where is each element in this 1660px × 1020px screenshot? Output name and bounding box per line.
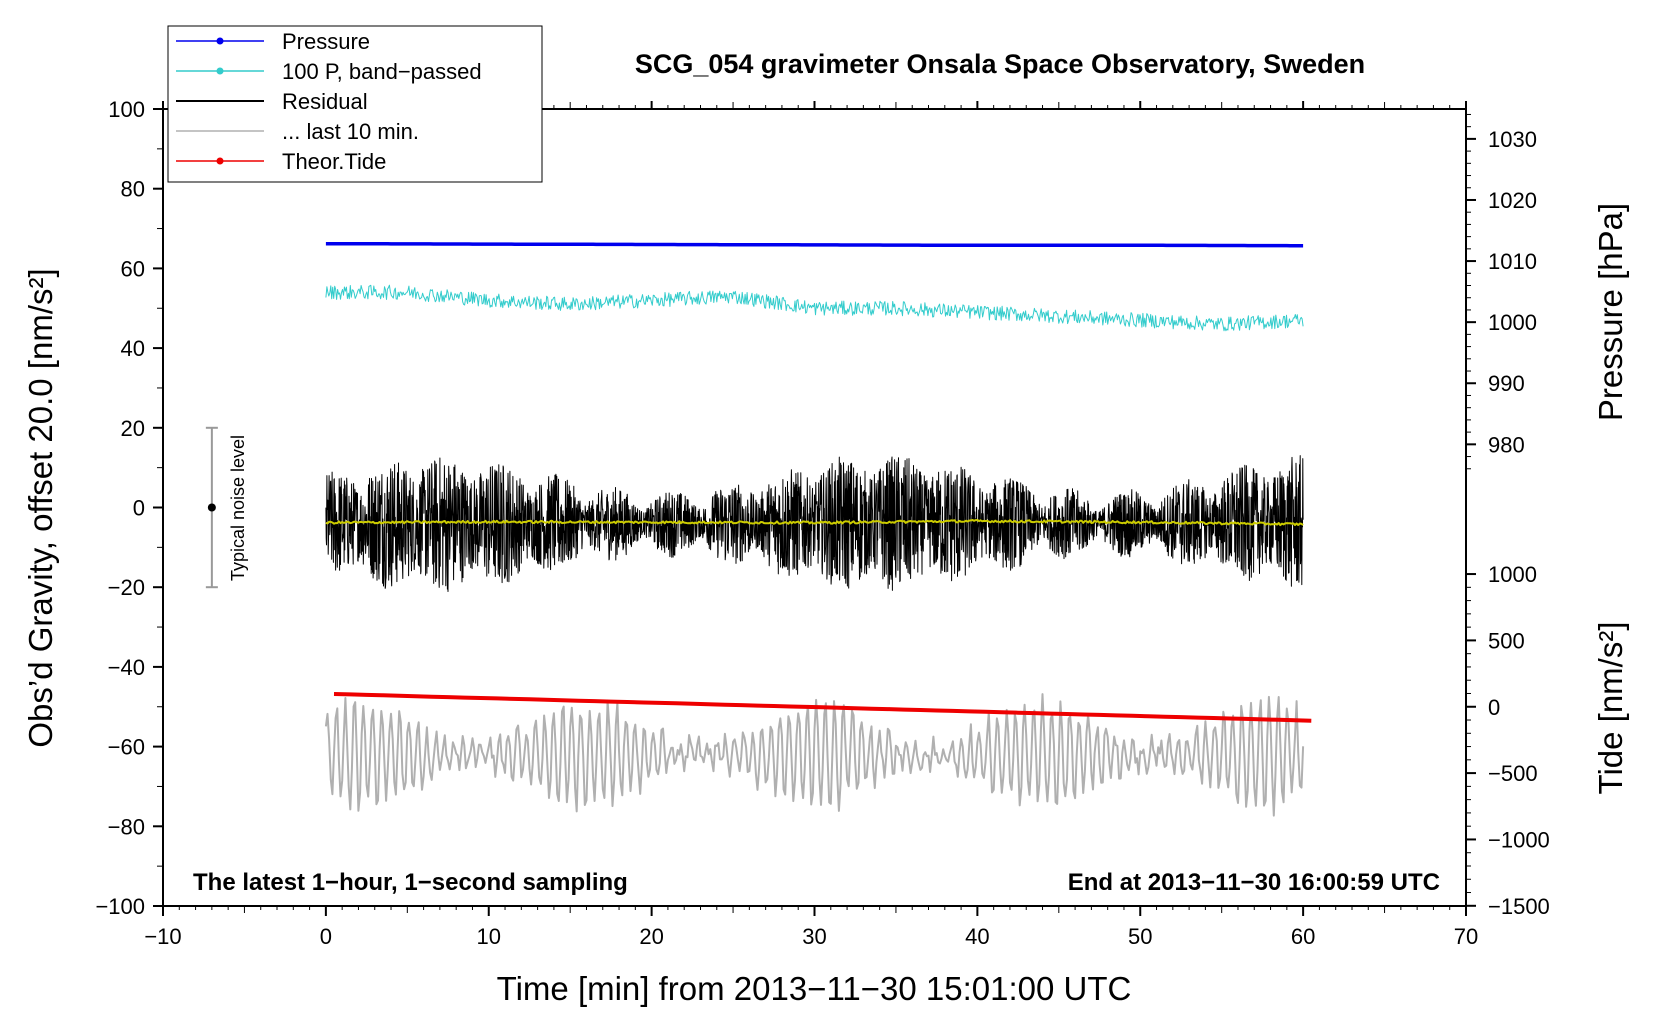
y-tick-label: −60 xyxy=(108,735,145,760)
x-tick-label: 70 xyxy=(1454,924,1478,949)
legend-label: Pressure xyxy=(282,29,370,54)
noise-bar-center xyxy=(207,503,216,512)
y-tick-label: −80 xyxy=(108,814,145,839)
legend-label: Residual xyxy=(282,89,368,114)
y-tick-label: 20 xyxy=(121,416,145,441)
series-residual-mean xyxy=(325,519,1304,527)
pressure-tick-label: 1020 xyxy=(1488,188,1537,213)
annotation-bottom-right: End at 2013−11−30 16:00:59 UTC xyxy=(1068,869,1440,896)
y-tick-label: −20 xyxy=(108,575,145,600)
y-tick-label: 40 xyxy=(121,336,145,361)
series-group xyxy=(324,241,1312,817)
y-axis-pressure: 1030 1020 1010 1000 990 980 xyxy=(1466,113,1537,470)
pressure-tick-label: 1000 xyxy=(1488,310,1537,335)
series-theor-tide xyxy=(333,692,1312,723)
legend-marker xyxy=(216,37,224,45)
annotation-bottom-left: The latest 1−hour, 1−second sampling xyxy=(193,869,628,896)
series-last-10-min xyxy=(324,693,1305,817)
y-axis-left: 100 80 60 40 20 0 −20 −40 −60 −80 −100 xyxy=(95,97,163,919)
tide-tick-label: 1000 xyxy=(1488,562,1537,587)
y-tick-label: 60 xyxy=(121,256,145,281)
noise-level-label: Typical noise level xyxy=(228,435,248,581)
legend-label: Theor.Tide xyxy=(282,149,386,174)
legend-marker xyxy=(216,67,224,75)
pressure-tick-label: 1030 xyxy=(1488,127,1537,152)
legend-box xyxy=(167,25,543,183)
legend-label: 100 P, band−passed xyxy=(282,59,482,84)
pressure-tick-label: 990 xyxy=(1488,371,1525,396)
x-tick-label: 30 xyxy=(802,924,826,949)
series-residual xyxy=(325,455,1304,592)
x-tick-label: 10 xyxy=(477,924,501,949)
y-tick-label: 80 xyxy=(121,177,145,202)
tide-tick-label: 500 xyxy=(1488,628,1525,653)
tide-tick-label: −500 xyxy=(1488,761,1538,786)
y-axis-pressure-label: Pressure [hPa] xyxy=(1592,203,1629,421)
tide-tick-label: −1500 xyxy=(1488,894,1550,919)
pressure-tick-label: 980 xyxy=(1488,432,1525,457)
y-axis-tide: 1000 500 0 −500 −1000 −1500 xyxy=(1466,562,1550,919)
x-axis: −10 0 10 20 30 40 50 60 70 xyxy=(144,101,1478,949)
x-tick-label: 20 xyxy=(639,924,663,949)
y-tick-label: 0 xyxy=(133,496,145,521)
y-axis-left-label: Obs’d Gravity, offset 20.0 [nm/s²] xyxy=(22,268,59,747)
series-pressure xyxy=(325,241,1304,248)
x-axis-label: Time [min] from 2013−11−30 15:01:00 UTC xyxy=(497,970,1132,1007)
noise-bar xyxy=(205,426,218,589)
pressure-tick-label: 1010 xyxy=(1488,249,1537,274)
tide-tick-label: 0 xyxy=(1488,695,1500,720)
legend-label: ... last 10 min. xyxy=(282,119,419,144)
x-tick-label: 0 xyxy=(320,924,332,949)
x-tick-label: 60 xyxy=(1291,924,1315,949)
tide-tick-label: −1000 xyxy=(1488,827,1550,852)
chart-title: SCG_054 gravimeter Onsala Space Observat… xyxy=(635,49,1365,79)
series-100-p-band-passed xyxy=(325,284,1304,332)
legend-marker xyxy=(216,157,224,165)
y-tick-label: −40 xyxy=(108,655,145,680)
x-tick-label: 40 xyxy=(965,924,989,949)
x-tick-label: −10 xyxy=(144,924,181,949)
y-tick-label: −100 xyxy=(95,894,145,919)
legend: Pressure 100 P, band−passed Residual ... la… xyxy=(167,25,543,183)
x-tick-label: 50 xyxy=(1128,924,1152,949)
y-tick-label: 100 xyxy=(108,97,145,122)
y-axis-tide-label: Tide [nm/s²] xyxy=(1592,622,1629,795)
